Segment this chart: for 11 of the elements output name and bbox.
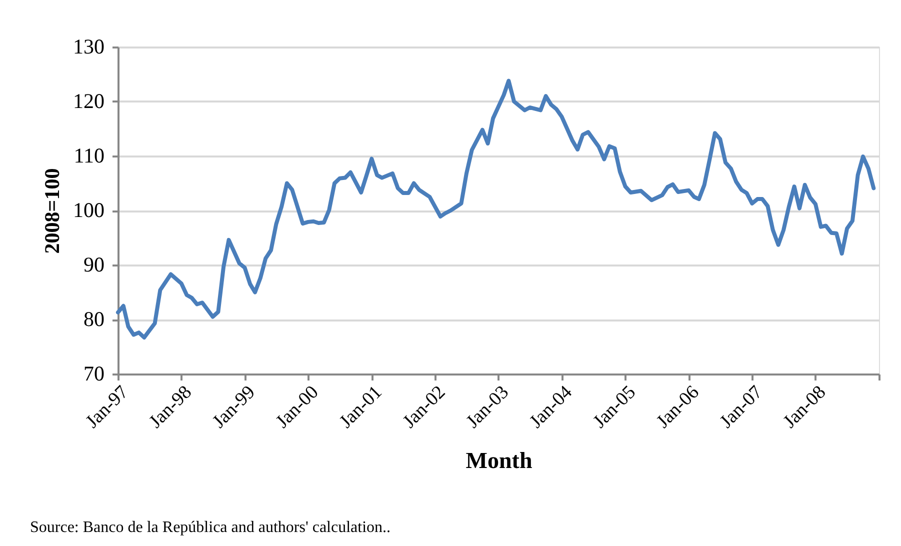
y-tick-label: 100 <box>73 198 104 222</box>
y-tick-label: 110 <box>74 144 104 168</box>
x-axis-title: Month <box>466 448 532 473</box>
y-axis-title: 2008=100 <box>40 168 64 254</box>
source-note: Source: Banco de la República and authors' calculation.. <box>30 519 391 536</box>
y-tick-label: 80 <box>84 307 104 331</box>
line-series <box>116 78 876 340</box>
y-tick-label: 90 <box>84 252 104 276</box>
y-tick-label: 120 <box>73 89 104 113</box>
y-tick-label: 130 <box>73 34 104 58</box>
y-tick-label: 70 <box>84 362 104 386</box>
